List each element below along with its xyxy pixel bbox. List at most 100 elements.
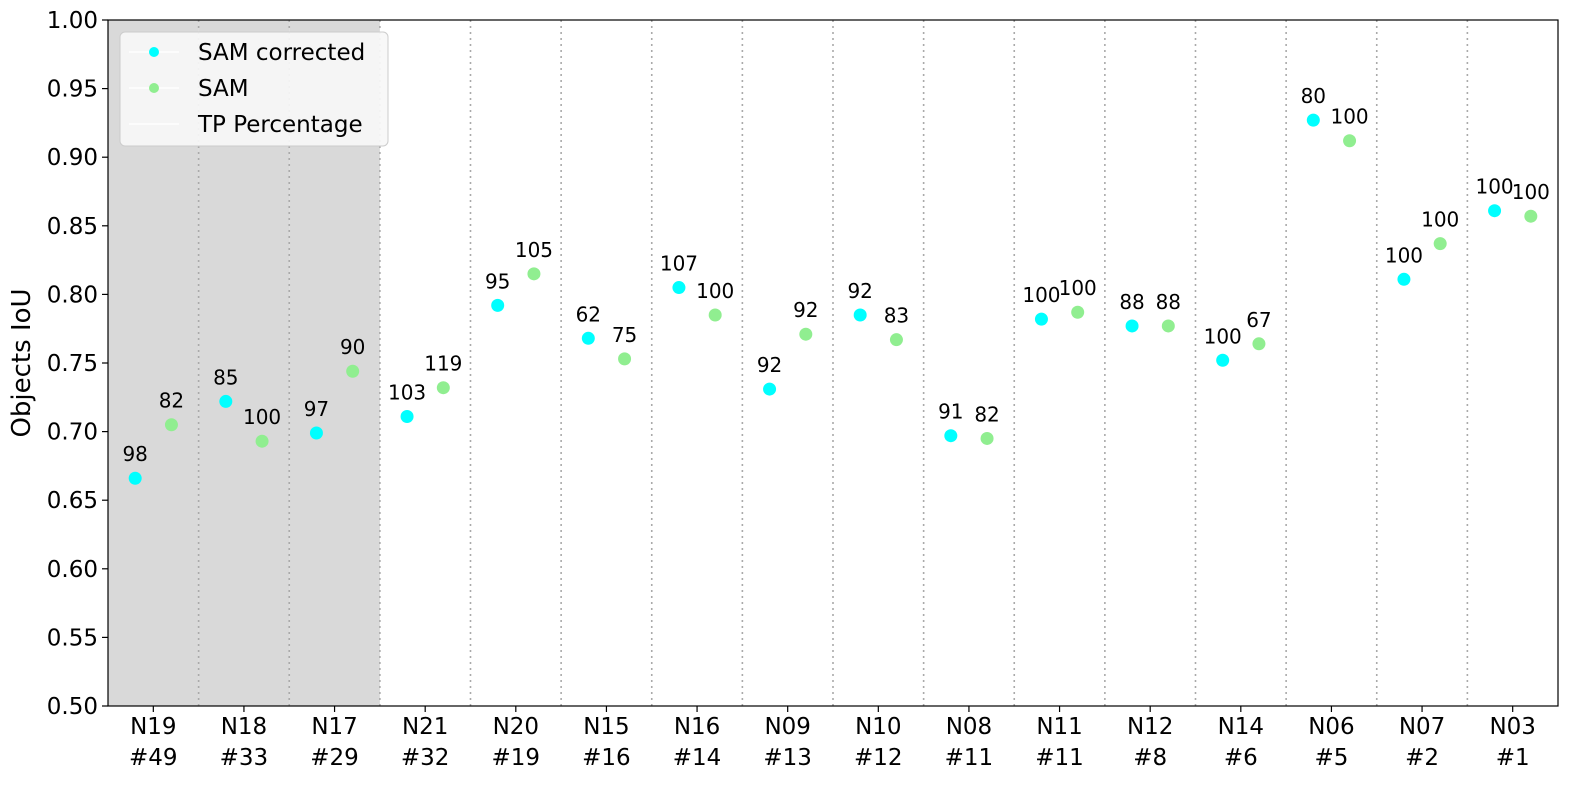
point-sam (1433, 237, 1447, 251)
x-tick-label-name: N15 (583, 714, 629, 740)
point-sam-corrected (1397, 272, 1411, 286)
x-tick-label-name: N08 (946, 714, 992, 740)
x-tick-label-count: #33 (220, 745, 269, 771)
x-tick-label-name: N06 (1308, 714, 1354, 740)
point-sam (1343, 134, 1357, 148)
x-tick-label-name: N10 (855, 714, 901, 740)
data-label: 80 (1301, 84, 1326, 108)
x-tick-label-name: N14 (1218, 714, 1264, 740)
data-label: 105 (515, 238, 553, 262)
x-tick-label-count: #5 (1314, 745, 1348, 771)
data-label: 100 (1421, 208, 1459, 232)
data-label: 98 (122, 442, 147, 466)
x-tick-label-count: #11 (945, 745, 994, 771)
point-sam (527, 267, 541, 281)
data-label: 103 (388, 381, 426, 405)
data-label: 75 (612, 323, 637, 347)
data-label: 92 (793, 298, 818, 322)
data-label: 100 (1385, 243, 1423, 267)
y-axis: 0.50 0.55 0.60 0.65 0.70 0.75 0.80 0.85 0.90 0.95… (47, 8, 108, 720)
x-tick-label-count: #13 (763, 745, 812, 771)
point-sam (346, 364, 360, 378)
data-label: 119 (424, 352, 462, 376)
data-label: 92 (847, 279, 872, 303)
point-sam-corrected (672, 281, 686, 295)
point-sam-corrected (309, 426, 323, 440)
data-label: 100 (696, 279, 734, 303)
legend-label: SAM (198, 76, 249, 102)
x-tick-label-name: N11 (1036, 714, 1082, 740)
x-tick-label-count: #8 (1133, 745, 1167, 771)
x-tick-label-name: N12 (1127, 714, 1173, 740)
x-tick-label-name: N19 (130, 714, 176, 740)
data-label: 90 (340, 335, 365, 359)
point-sam (1161, 319, 1175, 333)
data-label: 97 (304, 397, 329, 421)
y-tick-label: 0.65 (47, 488, 98, 514)
data-label: 100 (1475, 175, 1513, 199)
y-tick-label: 0.60 (47, 557, 98, 583)
x-tick-label-name: N21 (402, 714, 448, 740)
legend-marker (149, 83, 159, 93)
point-sam (799, 327, 813, 341)
point-sam-corrected (400, 410, 414, 424)
x-tick-label-count: #16 (582, 745, 631, 771)
point-sam-corrected (1125, 319, 1139, 333)
data-label: 100 (1059, 276, 1097, 300)
x-tick-label-count: #6 (1224, 745, 1258, 771)
x-tick-label-name: N09 (764, 714, 810, 740)
x-tick-label-count: #2 (1405, 745, 1439, 771)
data-label: 100 (1022, 283, 1060, 307)
legend-label: SAM corrected (198, 40, 365, 66)
data-label: 95 (485, 269, 510, 293)
data-label: 62 (576, 302, 601, 326)
data-label: 88 (1119, 290, 1144, 314)
x-tick-label-count: #11 (1035, 745, 1084, 771)
x-axis: N19 #49 N18 #33 N17 #29 N21 #32 N20 #19 N15 #16 N16 #… (129, 706, 1536, 771)
point-sam-corrected (763, 382, 777, 396)
point-sam-corrected (581, 331, 595, 345)
data-label: 88 (1156, 290, 1181, 314)
data-label: 82 (974, 402, 999, 426)
category-separators (197, 20, 1469, 706)
point-sam-corrected (491, 298, 505, 312)
point-sam-corrected (944, 429, 958, 443)
x-tick-label-name: N17 (311, 714, 357, 740)
x-tick-label-name: N20 (493, 714, 539, 740)
point-sam (1524, 209, 1538, 223)
y-tick-label: 0.85 (47, 214, 98, 240)
point-sam-corrected (853, 308, 867, 322)
point-sam-corrected (128, 471, 142, 485)
y-tick-label: 0.90 (47, 145, 98, 171)
x-tick-label-count: #1 (1496, 745, 1530, 771)
x-tick-label-name: N16 (674, 714, 720, 740)
point-sam-corrected (219, 394, 233, 408)
x-tick-label-count: #14 (673, 745, 722, 771)
y-tick-label: 0.75 (47, 351, 98, 377)
x-tick-label-count: #29 (310, 745, 359, 771)
point-sam-corrected (1488, 204, 1502, 218)
data-label: 91 (938, 400, 963, 424)
data-label: 85 (213, 365, 238, 389)
x-tick-label-count: #49 (129, 745, 178, 771)
point-sam (255, 434, 269, 448)
x-tick-label-name: N18 (221, 714, 267, 740)
y-tick-label: 0.50 (47, 694, 98, 720)
data-label: 107 (660, 252, 698, 276)
point-sam (164, 418, 178, 432)
y-tick-label: 0.70 (47, 420, 98, 446)
data-label: 100 (1204, 324, 1242, 348)
legend: SAM corrected SAM TP Percentage (119, 31, 389, 147)
data-label: 92 (757, 353, 782, 377)
data-label: 67 (1246, 308, 1271, 332)
point-sam (889, 333, 903, 347)
data-label: 100 (243, 405, 281, 429)
x-tick-label-count: #19 (492, 745, 541, 771)
point-sam (618, 352, 632, 366)
data-label: 83 (884, 304, 909, 328)
data-label: 100 (1512, 180, 1550, 204)
x-tick-label-name: N07 (1399, 714, 1445, 740)
y-tick-label: 0.55 (47, 625, 98, 651)
